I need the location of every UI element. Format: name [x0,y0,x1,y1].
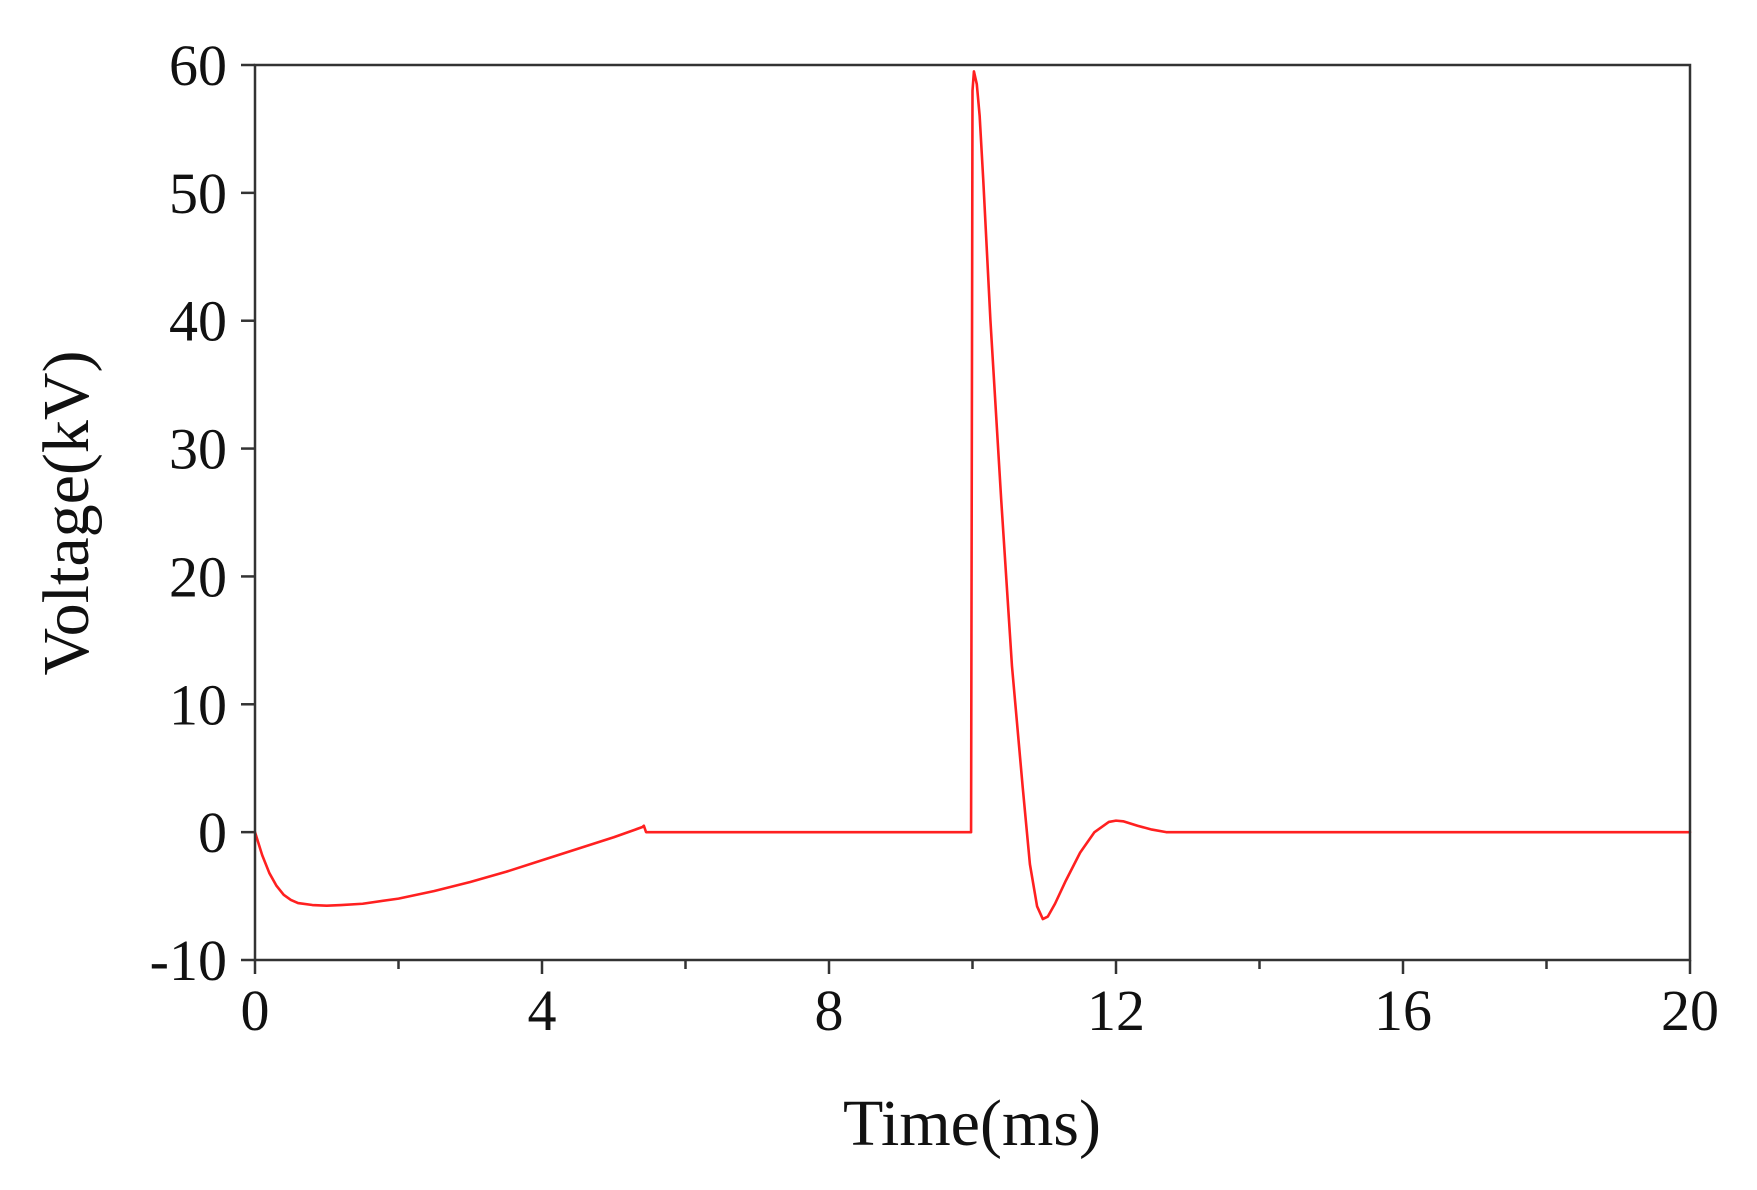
y-tick-label: 20 [169,544,227,609]
x-tick-label: 8 [815,978,844,1043]
x-axis-label: Time(ms) [843,1087,1101,1160]
x-tick-label: 20 [1661,978,1719,1043]
ticks-layer [241,63,1692,974]
y-tick-label: 50 [169,161,227,226]
plot-frame [253,63,1692,962]
y-tick-label: 40 [169,289,227,354]
series-line-0 [253,70,1692,921]
x-tick-label: 12 [1087,978,1145,1043]
x-tick-label: 4 [528,978,557,1043]
y-tick-label: 0 [198,800,227,865]
x-tick-label: 0 [241,978,270,1043]
x-tick-label: 16 [1374,978,1432,1043]
y-tick-label: -10 [150,928,227,993]
series-layer [253,70,1692,921]
y-tick-label: 10 [169,672,227,737]
y-tick-label: 30 [169,417,227,482]
y-tick-label: 60 [169,33,227,98]
y-axis-label: Voltage(kV) [30,350,103,675]
